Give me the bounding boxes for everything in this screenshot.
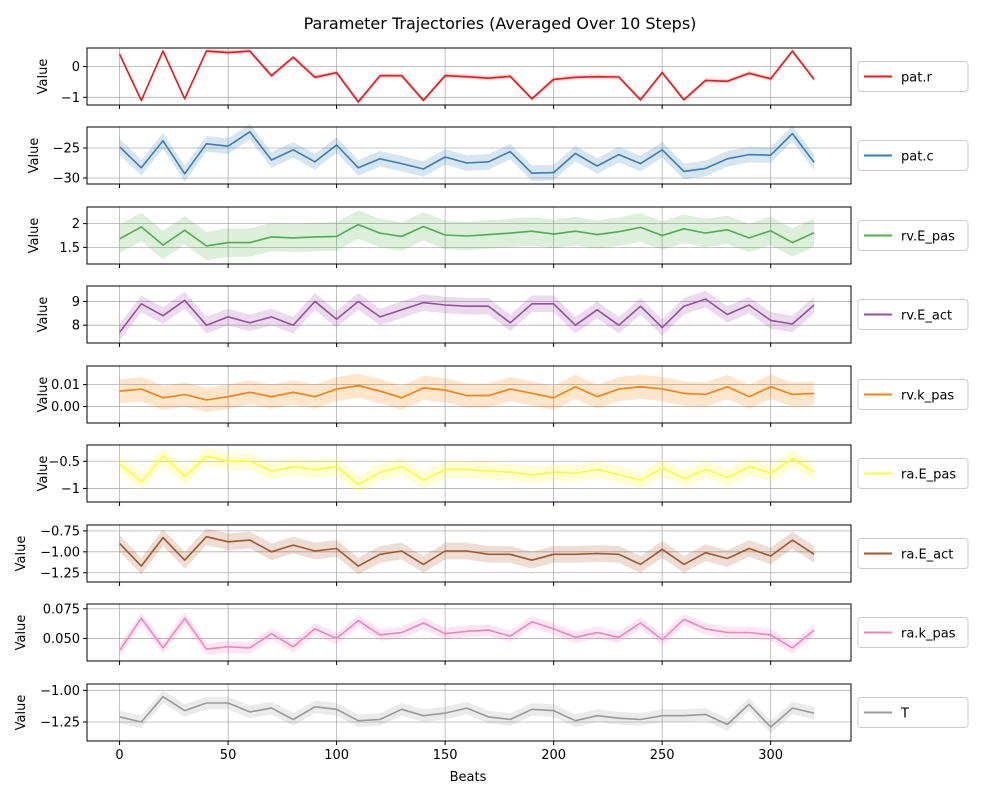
legend-pat.r: pat.r <box>857 61 969 92</box>
legend-box <box>857 379 969 410</box>
legend-label: T <box>900 707 909 722</box>
x-tick-label: 100 <box>324 748 349 763</box>
series-line-pat.r <box>118 50 815 103</box>
legend-label: rv.E_act <box>901 309 952 324</box>
y-tick-label: −0.75 <box>40 524 80 539</box>
series-line-rv.E_pas <box>119 223 815 247</box>
y-tick-label: −1 <box>61 91 80 106</box>
y-tick-label: 0.050 <box>43 632 80 647</box>
y-tick-label: −1.25 <box>40 566 80 581</box>
y-axis-label: Value <box>14 536 29 572</box>
x-tick-label: 50 <box>220 748 237 763</box>
panel-T: −1.25 −1.00 0 50 100 150 200 250 300 Value T <box>14 683 969 763</box>
legend-ra.k_pas: ra.k_pas <box>857 617 969 648</box>
panel-rv.E_act: 8 9 Value rv.E_act <box>36 285 969 347</box>
panel-ra.E_act: −1.25 −1.00 −0.75 Value ra.E_act <box>14 524 969 586</box>
x-axis-label: Beats <box>450 770 487 785</box>
chart-title: Parameter Trajectories (Averaged Over 10… <box>304 14 697 33</box>
legend-label: ra.k_pas <box>901 627 956 642</box>
legend-label: rv.k_pas <box>901 389 954 404</box>
legend-box <box>857 299 969 330</box>
y-tick-label: 9 <box>72 295 80 310</box>
legend-box <box>857 61 969 92</box>
axes-frame <box>86 206 852 265</box>
axes-frame <box>86 126 852 185</box>
legend-pat.c: pat.c <box>857 140 969 171</box>
y-axis-label: Value <box>36 59 51 95</box>
y-tick-label: 0 <box>72 60 80 75</box>
legend-rv.k_pas: rv.k_pas <box>857 379 969 410</box>
y-tick-label: 0.00 <box>51 400 80 415</box>
y-tick-label: 0.075 <box>43 602 80 617</box>
legend-label: pat.r <box>901 71 932 86</box>
legend-rv.E_pas: rv.E_pas <box>857 220 969 251</box>
panel-pat.r: −1 0 Value pat.r <box>36 47 969 109</box>
legend-ra.E_act: ra.E_act <box>857 538 969 569</box>
series-line-ra.E_act <box>119 535 815 567</box>
axes-frame <box>86 603 852 662</box>
y-axis-label: Value <box>36 377 51 413</box>
legend-label: ra.E_pas <box>901 468 956 483</box>
series-band-rv.E_act <box>119 290 815 341</box>
y-tick-label: −30 <box>53 172 80 187</box>
panel-rv.E_pas: 1.5 2 Value rv.E_pas <box>27 206 969 268</box>
series-line-ra.k_pas <box>118 617 815 651</box>
legend-box <box>857 458 969 489</box>
y-axis-label: Value <box>14 695 29 731</box>
axes-frame <box>86 285 852 344</box>
axes-frame <box>86 524 852 583</box>
y-axis-label: Value <box>36 456 51 492</box>
legend-rv.E_act: rv.E_act <box>857 299 969 330</box>
series-band-ra.E_pas <box>119 447 815 494</box>
axes-frame <box>86 444 852 503</box>
series-band-T <box>119 690 815 734</box>
axes-frame <box>86 683 852 742</box>
y-tick-label: 0.01 <box>51 378 80 393</box>
series-line-ra.E_pas <box>119 455 815 486</box>
y-tick-label: 2 <box>72 217 80 232</box>
axes-frame <box>86 47 852 106</box>
legend-T: T <box>857 697 969 728</box>
legend-ra.E_pas: ra.E_pas <box>857 458 969 489</box>
x-tick-label: 300 <box>758 748 783 763</box>
y-axis-label: Value <box>27 218 42 254</box>
legend-box <box>857 220 969 251</box>
series-line-T <box>119 695 815 728</box>
legend-box <box>857 140 969 171</box>
series-line-rv.E_act <box>118 298 815 333</box>
legend-label: ra.E_act <box>901 548 953 563</box>
legend-label: rv.E_pas <box>901 230 955 245</box>
x-tick-label: 200 <box>541 748 566 763</box>
legend-box <box>857 697 969 728</box>
y-tick-label: −1.00 <box>40 545 80 560</box>
legend-box <box>857 617 969 648</box>
y-tick-label: −25 <box>53 142 80 157</box>
legend-label: pat.c <box>901 150 934 165</box>
series-line-rv.k_pas <box>119 384 815 401</box>
y-tick-label: 8 <box>72 319 80 334</box>
y-axis-label: Value <box>36 297 51 333</box>
panel-ra.k_pas: 0.050 0.075 Value ra.k_pas <box>14 602 969 665</box>
x-tick-label: 150 <box>433 748 458 763</box>
x-tick-label: 250 <box>650 748 675 763</box>
panel-pat.c: −30 −25 Value pat.c <box>27 124 969 188</box>
axes-frame <box>86 365 852 424</box>
y-tick-label: −1.25 <box>40 716 80 731</box>
y-tick-label: −0.5 <box>48 455 80 470</box>
y-axis-label: Value <box>14 615 29 651</box>
series-band-pat.c <box>119 124 815 182</box>
y-tick-label: 1.5 <box>59 241 80 256</box>
panels-group: −1 0 Value pat.r −30 −25 Value pat.c 1.5 2 Value rv… <box>14 47 969 763</box>
series-line-pat.c <box>119 131 815 175</box>
x-tick-label: 0 <box>115 748 123 763</box>
y-tick-label: −1.00 <box>40 684 80 699</box>
series-band-rv.k_pas <box>119 373 815 412</box>
y-tick-label: −1 <box>61 482 80 497</box>
legend-box <box>857 538 969 569</box>
y-axis-label: Value <box>27 138 42 174</box>
